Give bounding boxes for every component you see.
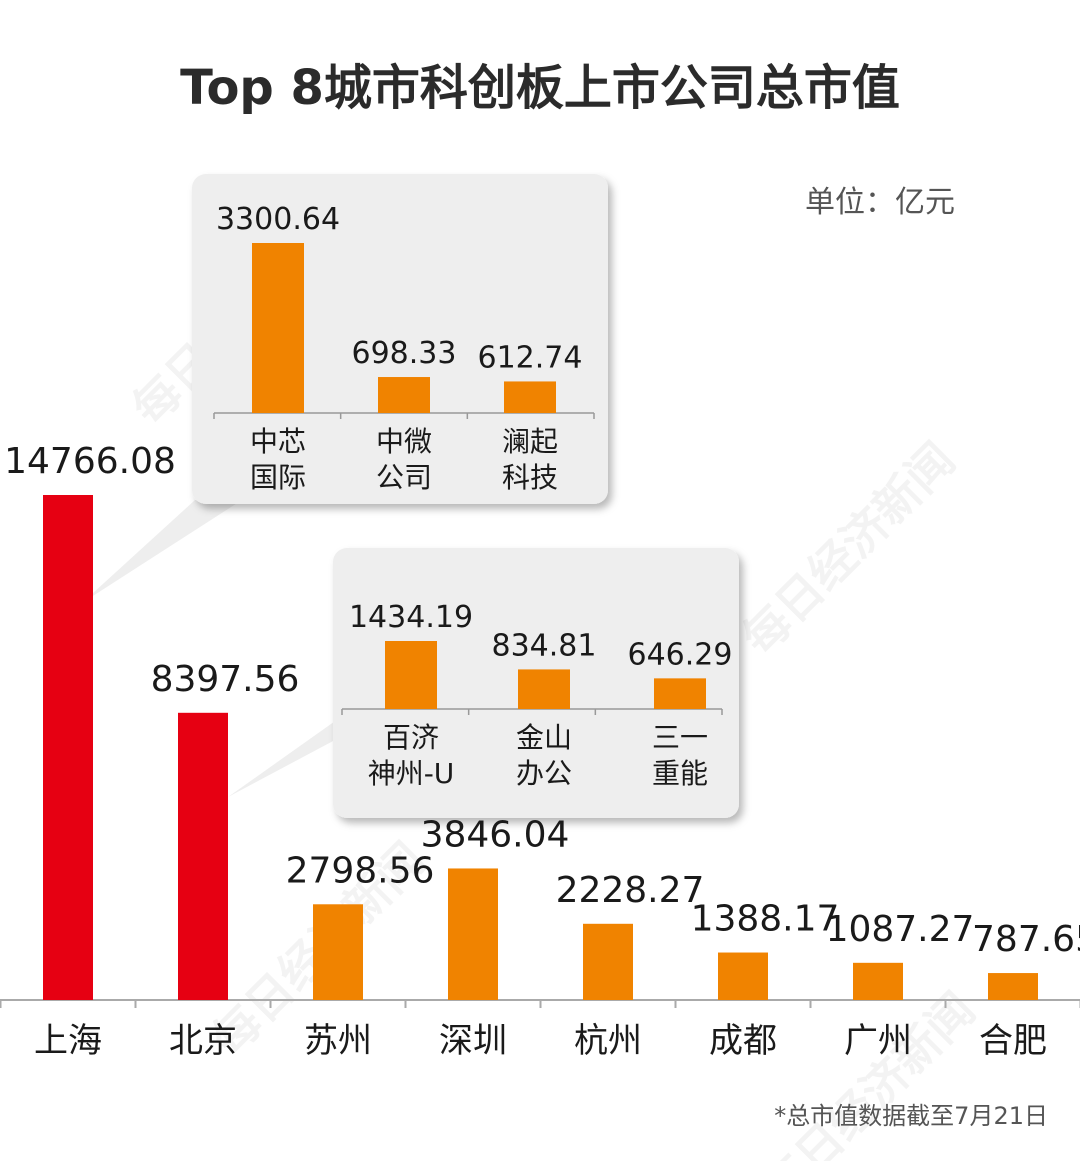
sub-value-label: 698.33 bbox=[352, 336, 457, 371]
sub-category-label: 澜起 bbox=[502, 425, 558, 458]
footnote: *总市值数据截至7月21日 bbox=[774, 1102, 1048, 1130]
sub-value-label: 646.29 bbox=[628, 637, 733, 672]
sub-category-label: 中芯 bbox=[250, 425, 306, 458]
bar-深圳 bbox=[448, 868, 498, 1000]
value-label: 787.65 bbox=[972, 919, 1080, 960]
value-label: 14766.08 bbox=[4, 441, 176, 482]
sub-category-label: 国际 bbox=[250, 461, 306, 494]
callout-pointer-beijing bbox=[228, 702, 362, 797]
sub-bar-中芯国际 bbox=[252, 243, 304, 413]
callout-pointer-shanghai bbox=[82, 500, 242, 603]
sub-category-label: 办公 bbox=[516, 757, 572, 790]
value-label: 8397.56 bbox=[151, 659, 300, 700]
bar-上海 bbox=[43, 495, 93, 1000]
sub-bar-金山办公 bbox=[518, 669, 570, 709]
value-label: 1388.17 bbox=[691, 899, 840, 940]
bar-广州 bbox=[853, 962, 903, 1000]
sub-value-label: 612.74 bbox=[478, 340, 583, 375]
category-label: 深圳 bbox=[439, 1021, 507, 1061]
category-label: 合肥 bbox=[979, 1021, 1047, 1061]
bar-合肥 bbox=[988, 973, 1038, 1000]
main-bars bbox=[43, 495, 1038, 1000]
category-label: 杭州 bbox=[574, 1021, 642, 1061]
bar-成都 bbox=[718, 952, 768, 1000]
sub-bar-百济神州-U bbox=[385, 641, 437, 709]
x-axis-ticks bbox=[0, 1000, 1080, 1008]
value-label: 2228.27 bbox=[556, 870, 705, 911]
category-label: 上海 bbox=[34, 1021, 102, 1061]
sub-category-label: 百济 bbox=[383, 721, 439, 754]
sub-category-label: 金山 bbox=[516, 721, 572, 754]
sub-bar-中微公司 bbox=[378, 377, 430, 413]
category-label: 成都 bbox=[709, 1021, 777, 1061]
sub-category-label: 中微 bbox=[376, 425, 432, 458]
bar-杭州 bbox=[583, 923, 633, 1000]
sub-category-label: 科技 bbox=[502, 461, 558, 494]
value-label: 3846.04 bbox=[421, 814, 570, 855]
value-label: 1087.27 bbox=[826, 909, 975, 950]
sub-value-label: 834.81 bbox=[492, 628, 597, 663]
sub-category-label: 神州-U bbox=[368, 757, 455, 790]
sub-bar-三一重能 bbox=[654, 678, 706, 709]
sub-value-label: 1434.19 bbox=[349, 600, 473, 635]
bar-苏州 bbox=[313, 904, 363, 1000]
sub-category-label: 重能 bbox=[652, 757, 708, 790]
category-label: 苏州 bbox=[304, 1021, 372, 1061]
sub-category-label: 三一 bbox=[652, 721, 708, 754]
watermark-text: 每日经济新闻 bbox=[752, 982, 985, 1161]
sub-bar-澜起科技 bbox=[504, 381, 556, 413]
unit-label: 单位：亿元 bbox=[805, 185, 955, 220]
category-label: 广州 bbox=[844, 1021, 912, 1061]
watermark-text: 每日经济新闻 bbox=[732, 432, 965, 665]
category-label: 北京 bbox=[169, 1021, 237, 1061]
main-category-labels: 上海 北京 苏州 深圳 杭州 成都 广州 合肥 bbox=[34, 1021, 1047, 1061]
bar-北京 bbox=[178, 712, 228, 1000]
chart-title: Top 8城市科创板上市公司总市值 bbox=[180, 60, 900, 116]
sub-value-label: 3300.64 bbox=[216, 202, 340, 237]
value-label: 2798.56 bbox=[286, 850, 435, 891]
sub-category-label: 公司 bbox=[376, 461, 432, 494]
